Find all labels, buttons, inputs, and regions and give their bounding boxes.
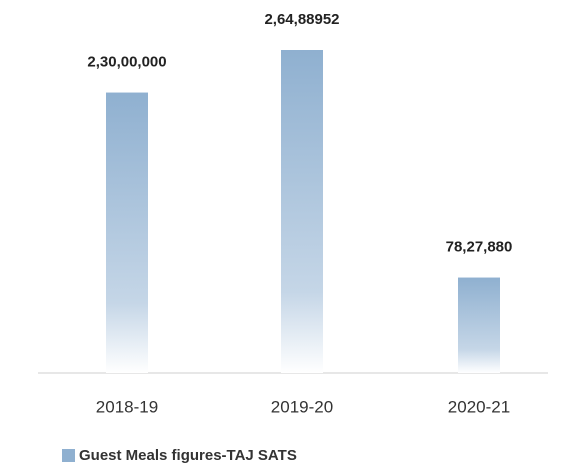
value-label: 2,30,00,000 bbox=[87, 54, 166, 71]
bar bbox=[106, 92, 148, 373]
x-tick-label: 2020-21 bbox=[448, 397, 510, 416]
value-label: 78,27,880 bbox=[446, 239, 513, 256]
x-tick-label: 2019-20 bbox=[271, 397, 333, 416]
bar bbox=[458, 277, 500, 373]
value-label: 2,64,88952 bbox=[264, 11, 339, 28]
bar bbox=[281, 50, 323, 373]
x-tick-label: 2018-19 bbox=[96, 397, 158, 416]
legend-swatch bbox=[62, 449, 75, 462]
legend-label: Guest Meals figures-TAJ SATS bbox=[79, 447, 297, 464]
